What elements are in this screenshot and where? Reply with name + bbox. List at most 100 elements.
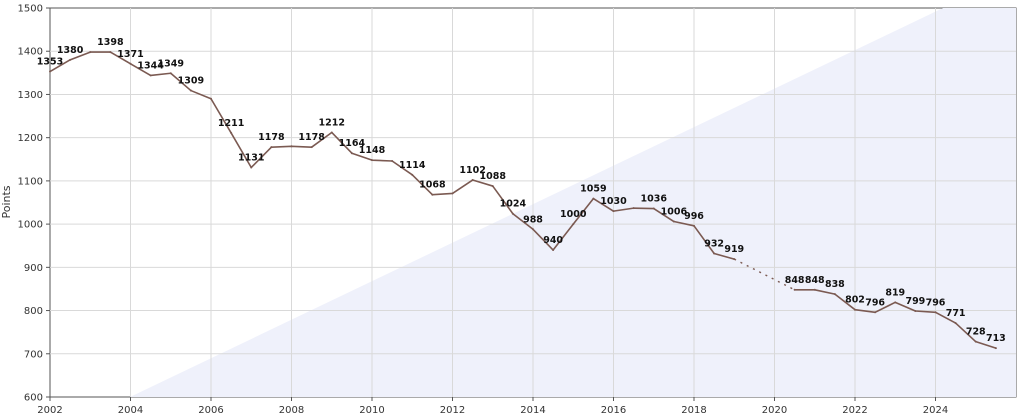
data-label: 1349 (158, 58, 184, 69)
data-point (713, 252, 716, 255)
data-point (109, 51, 112, 54)
data-point (371, 159, 373, 162)
data-label: 819 (885, 287, 905, 298)
data-point (431, 193, 434, 196)
x-tick-label: 2006 (198, 405, 223, 416)
data-point (632, 207, 635, 210)
data-label: 919 (724, 244, 744, 255)
data-point (270, 146, 273, 149)
data-point (833, 293, 836, 296)
data-label: 1309 (178, 76, 204, 87)
series-gap-line (733, 258, 795, 291)
data-label: 1398 (97, 37, 124, 48)
data-point (330, 131, 333, 134)
data-point (411, 173, 414, 176)
data-point (693, 224, 695, 227)
data-label: 1371 (117, 49, 143, 60)
data-series (49, 51, 997, 350)
data-label: 1059 (580, 184, 606, 195)
data-label: 1114 (399, 160, 426, 171)
x-tick-label: 2024 (923, 405, 948, 416)
data-point (149, 74, 152, 77)
y-tick-label: 700 (24, 349, 43, 360)
data-point (894, 301, 897, 304)
data-point (954, 322, 957, 325)
x-tick-label: 2014 (520, 405, 545, 416)
data-point (813, 288, 816, 291)
data-label: 1068 (419, 180, 446, 191)
y-tick-label: 900 (24, 263, 43, 274)
data-point (49, 70, 51, 73)
data-label: 1164 (339, 138, 366, 149)
plot-shade (130, 8, 1016, 397)
data-point (189, 89, 192, 92)
data-label: 988 (523, 214, 543, 225)
data-point (210, 97, 212, 100)
y-tick-label: 1500 (18, 4, 43, 15)
data-point (974, 340, 977, 343)
data-label: 1212 (319, 117, 345, 128)
data-point (672, 220, 675, 223)
data-point (491, 185, 494, 188)
data-label: 728 (966, 327, 986, 338)
data-label: 799 (905, 296, 925, 307)
data-label: 1380 (57, 45, 84, 56)
data-point (69, 58, 72, 61)
data-label: 1030 (600, 196, 627, 207)
data-point (230, 131, 233, 134)
x-tick-label: 2012 (440, 405, 465, 416)
data-point (89, 51, 92, 54)
data-label: 1344 (137, 60, 164, 71)
data-point (290, 145, 293, 148)
data-label: 1036 (641, 194, 668, 205)
data-label: 771 (946, 308, 966, 319)
data-point (511, 212, 514, 215)
x-tick-label: 2018 (681, 405, 706, 416)
data-point (169, 72, 172, 75)
data-point (874, 311, 877, 314)
data-point (532, 228, 534, 231)
y-tick-label: 1400 (18, 47, 43, 58)
data-point (250, 166, 253, 169)
y-tick-label: 600 (24, 393, 43, 404)
x-tick-label: 2020 (762, 405, 787, 416)
data-label: 713 (986, 333, 1006, 344)
data-label: 932 (704, 239, 724, 250)
data-point (793, 288, 796, 291)
x-tick-label: 2002 (37, 405, 62, 416)
y-tick-label: 1100 (18, 176, 43, 187)
data-point (994, 347, 997, 350)
data-point (471, 179, 474, 182)
data-point (934, 311, 937, 314)
data-point (733, 258, 736, 261)
x-tick-label: 2008 (279, 405, 304, 416)
y-tick-label: 1200 (18, 133, 43, 144)
data-label: 1102 (459, 165, 485, 176)
data-point (310, 146, 313, 149)
data-label: 802 (845, 295, 865, 306)
data-label: 1178 (258, 132, 285, 143)
x-tick-label: 2010 (359, 405, 384, 416)
data-label: 1131 (238, 152, 264, 163)
data-label: 838 (825, 279, 845, 290)
y-tick-label: 800 (24, 306, 43, 317)
data-label: 996 (684, 211, 704, 222)
data-label: 1211 (218, 118, 244, 129)
data-point (572, 223, 575, 226)
grid-lines (50, 8, 1016, 397)
axes: 2002 2004 2006 2008 2010 2012 2014 2016 2018 2020… (18, 4, 949, 417)
data-label: 1353 (37, 57, 63, 68)
data-label: 796 (926, 297, 946, 308)
data-point (391, 160, 394, 163)
data-point (552, 249, 555, 252)
data-point (129, 62, 132, 65)
data-point (451, 192, 454, 195)
x-tick-label: 2016 (601, 405, 626, 416)
data-label: 1148 (359, 145, 386, 156)
data-point (350, 152, 353, 155)
data-label: 796 (865, 297, 885, 308)
data-label: 1024 (500, 199, 527, 210)
data-label: 1000 (560, 209, 587, 220)
y-tick-label: 1000 (18, 220, 43, 231)
